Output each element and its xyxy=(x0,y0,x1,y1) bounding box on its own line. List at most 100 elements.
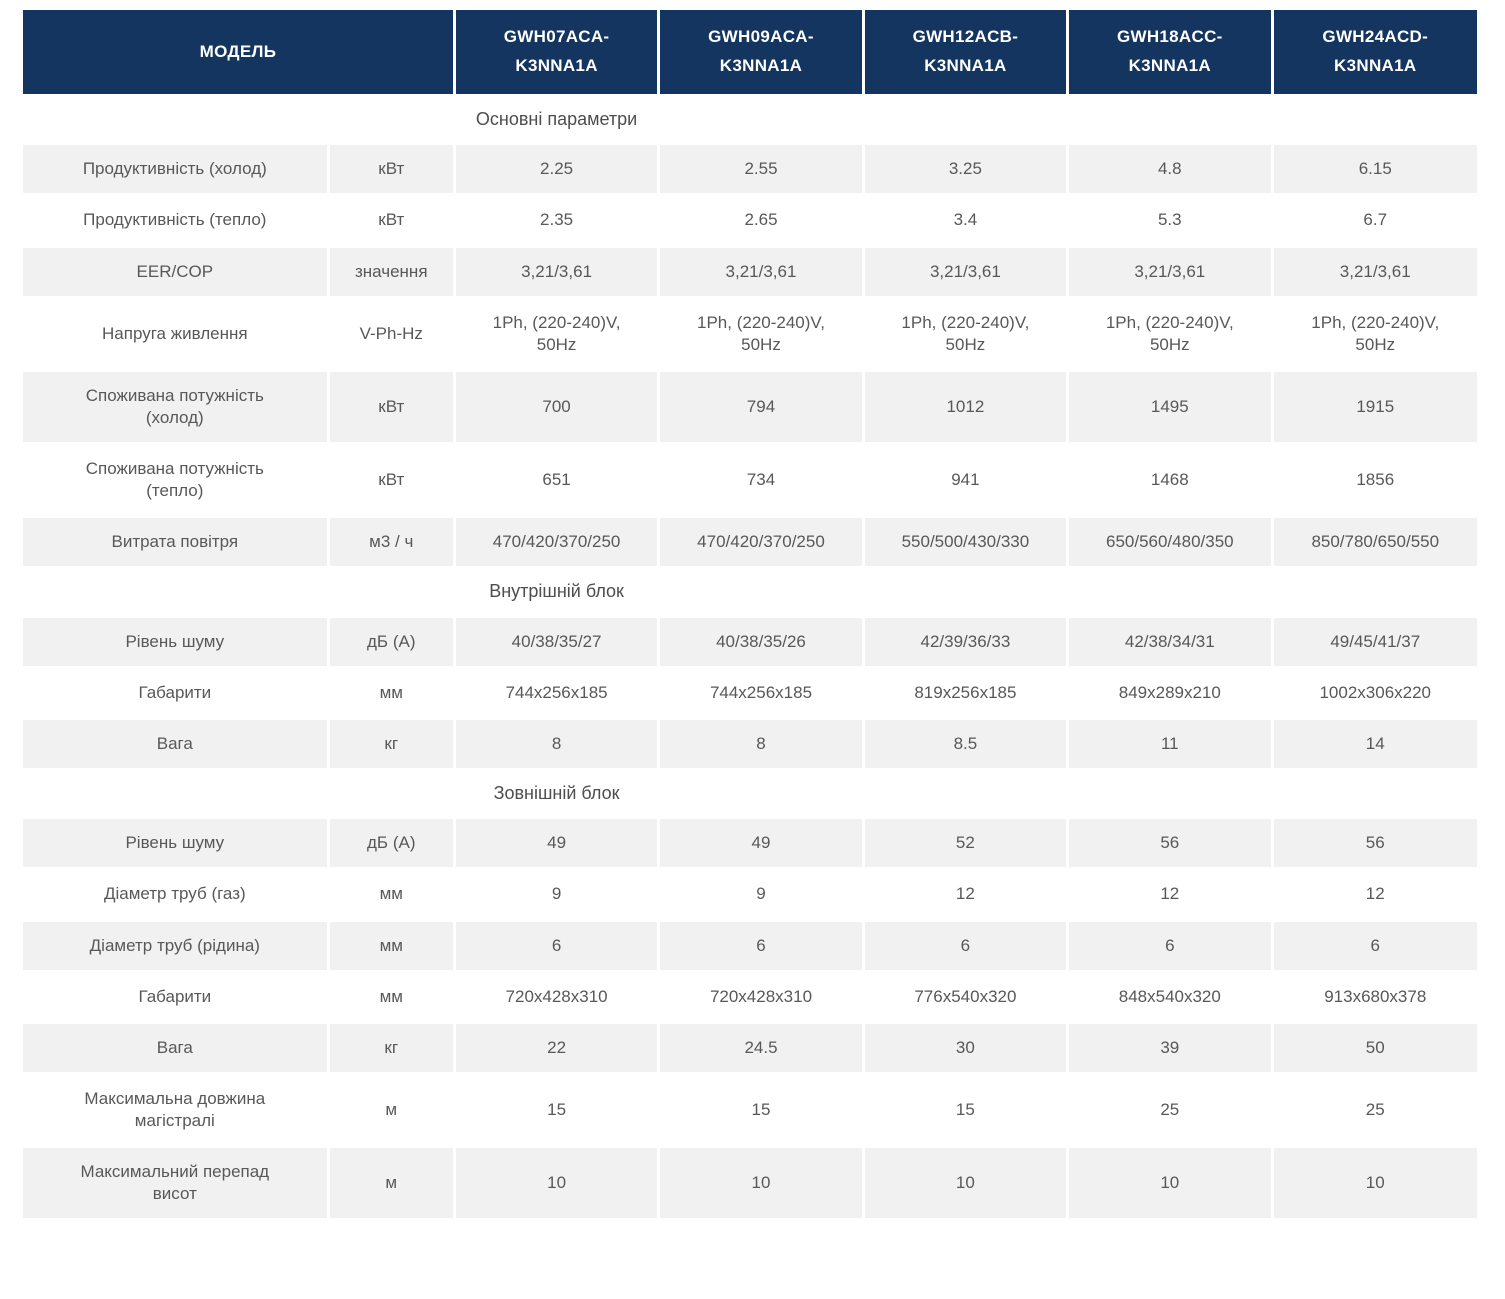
section-spacer-cell xyxy=(23,771,327,817)
value-cell: 42/39/36/33 xyxy=(864,617,1067,666)
model-column-header: GWH18ACC- K3NNA1A xyxy=(1069,10,1271,94)
section-header-row: Основні параметри xyxy=(23,97,1477,143)
spec-row: Габарити мм 720x428x310 720x428x310 776x540x… xyxy=(23,972,1477,1021)
value-cell: 10 xyxy=(660,1148,862,1219)
value-cell: 49 xyxy=(660,819,862,868)
value-cell: 25 xyxy=(1273,1074,1477,1146)
spec-row: Габарити мм 744x256x185 744x256x185 819x256x… xyxy=(23,668,1477,717)
value-cell: 3,21/3,61 xyxy=(1273,247,1477,296)
unit-cell: мм xyxy=(329,668,453,717)
value-cell: 941 xyxy=(864,445,1067,516)
value-cell: 3,21/3,61 xyxy=(455,247,658,296)
value-cell: 6 xyxy=(1069,921,1271,970)
spec-row: Максимальна довжина магістралі м 15 15 15 25 2… xyxy=(23,1074,1477,1146)
unit-cell: дБ (А) xyxy=(329,617,453,666)
spec-row: Продуктивність (тепло) кВт 2.35 2.65 3.4 5.3 6… xyxy=(23,196,1477,245)
value-cell: 1Ph, (220-240)V, 50Hz xyxy=(660,298,862,369)
unit-cell: кВт xyxy=(329,445,453,516)
value-cell: 913x680x378 xyxy=(1273,972,1477,1021)
value-cell: 1468 xyxy=(1069,445,1271,516)
value-cell: 6.7 xyxy=(1273,196,1477,245)
specs-table: МОДЕЛЬ GWH07ACA- K3NNA1A GWH09ACA- K3NNA1A… xyxy=(20,7,1480,1221)
section-spacer-cell xyxy=(329,569,453,615)
model-name-line1: GWH07ACA- xyxy=(503,27,610,47)
value-cell: 2.65 xyxy=(660,196,862,245)
model-name-line1: GWH18ACC- xyxy=(1116,27,1223,47)
section-title: Внутрішній блок xyxy=(455,569,658,615)
param-label-cell: Вага xyxy=(23,719,327,768)
unit-cell: кг xyxy=(329,1023,453,1072)
value-cell: 15 xyxy=(455,1074,658,1146)
spec-row: Споживана потужність (холод) кВт 700 794 101… xyxy=(23,371,1477,443)
spec-row: Напруга живлення V-Ph-Hz 1Ph, (220-240)V, … xyxy=(23,298,1477,369)
value-cell: 25 xyxy=(1069,1074,1271,1146)
value-cell: 30 xyxy=(864,1023,1067,1072)
value-cell: 14 xyxy=(1273,719,1477,768)
value-cell: 3,21/3,61 xyxy=(1069,247,1271,296)
value-cell: 1856 xyxy=(1273,445,1477,516)
value-cell: 10 xyxy=(1069,1148,1271,1219)
spec-row: Вага кг 8 8 8.5 11 14 xyxy=(23,719,1477,768)
value-cell: 56 xyxy=(1069,819,1271,868)
unit-cell: дБ (А) xyxy=(329,819,453,868)
value-cell: 1915 xyxy=(1273,371,1477,443)
value-cell: 2.25 xyxy=(455,145,658,194)
value-cell: 40/38/35/27 xyxy=(455,617,658,666)
section-spacer-cell xyxy=(864,569,1067,615)
value-cell: 650/560/480/350 xyxy=(1069,518,1271,567)
spec-row: EER/COP значення 3,21/3,61 3,21/3,61 3,21/3,… xyxy=(23,247,1477,296)
spec-row: Витрата повітря м3 / ч 470/420/370/250 470/… xyxy=(23,518,1477,567)
model-name-line1: GWH09ACA- xyxy=(708,27,814,47)
value-cell: 794 xyxy=(660,371,862,443)
value-cell: 6 xyxy=(660,921,862,970)
section-spacer-cell xyxy=(1069,569,1271,615)
unit-cell: кВт xyxy=(329,145,453,194)
value-cell: 3,21/3,61 xyxy=(864,247,1067,296)
section-title: Основні параметри xyxy=(455,97,658,143)
value-cell: 22 xyxy=(455,1023,658,1072)
value-cell: 3.25 xyxy=(864,145,1067,194)
section-spacer-cell xyxy=(23,569,327,615)
section-spacer-cell xyxy=(1069,771,1271,817)
param-label-cell: Максимальна довжина магістралі xyxy=(23,1074,327,1146)
section-header-row: Внутрішній блок xyxy=(23,569,1477,615)
param-label-cell: Продуктивність (холод) xyxy=(23,145,327,194)
unit-cell: кВт xyxy=(329,371,453,443)
spec-row: Максимальний перепад висот м 10 10 10 10 10 xyxy=(23,1148,1477,1219)
value-cell: 12 xyxy=(864,870,1067,919)
spec-row: Рівень шуму дБ (А) 49 49 52 56 56 xyxy=(23,819,1477,868)
value-cell: 1Ph, (220-240)V, 50Hz xyxy=(864,298,1067,369)
model-header-row: МОДЕЛЬ GWH07ACA- K3NNA1A GWH09ACA- K3NNA1A… xyxy=(23,10,1477,94)
value-cell: 1012 xyxy=(864,371,1067,443)
model-name-line2: K3NNA1A xyxy=(924,56,1007,75)
value-cell: 2.35 xyxy=(455,196,658,245)
section-spacer-cell xyxy=(864,771,1067,817)
value-cell: 50 xyxy=(1273,1023,1477,1072)
param-label-cell: Рівень шуму xyxy=(23,819,327,868)
param-label-cell: Напруга живлення xyxy=(23,298,327,369)
unit-cell: м xyxy=(329,1074,453,1146)
model-name-line2: K3NNA1A xyxy=(515,56,598,75)
param-label-cell: Вага xyxy=(23,1023,327,1072)
value-cell: 56 xyxy=(1273,819,1477,868)
value-cell: 1Ph, (220-240)V, 50Hz xyxy=(1069,298,1271,369)
unit-cell: кВт xyxy=(329,196,453,245)
value-cell: 8 xyxy=(660,719,862,768)
value-cell: 9 xyxy=(455,870,658,919)
value-cell: 15 xyxy=(660,1074,862,1146)
value-cell: 12 xyxy=(1069,870,1271,919)
spec-row: Споживана потужність (тепло) кВт 651 734 941… xyxy=(23,445,1477,516)
value-cell: 744x256x185 xyxy=(660,668,862,717)
value-cell: 52 xyxy=(864,819,1067,868)
value-cell: 6 xyxy=(864,921,1067,970)
value-cell: 1002x306x220 xyxy=(1273,668,1477,717)
model-column-header: GWH09ACA- K3NNA1A xyxy=(660,10,862,94)
section-spacer-cell xyxy=(1069,97,1271,143)
param-label-cell: EER/COP xyxy=(23,247,327,296)
value-cell: 40/38/35/26 xyxy=(660,617,862,666)
value-cell: 849x289x210 xyxy=(1069,668,1271,717)
value-cell: 15 xyxy=(864,1074,1067,1146)
value-cell: 6 xyxy=(455,921,658,970)
spec-row: Діаметр труб (газ) мм 9 9 12 12 12 xyxy=(23,870,1477,919)
value-cell: 49/45/41/37 xyxy=(1273,617,1477,666)
